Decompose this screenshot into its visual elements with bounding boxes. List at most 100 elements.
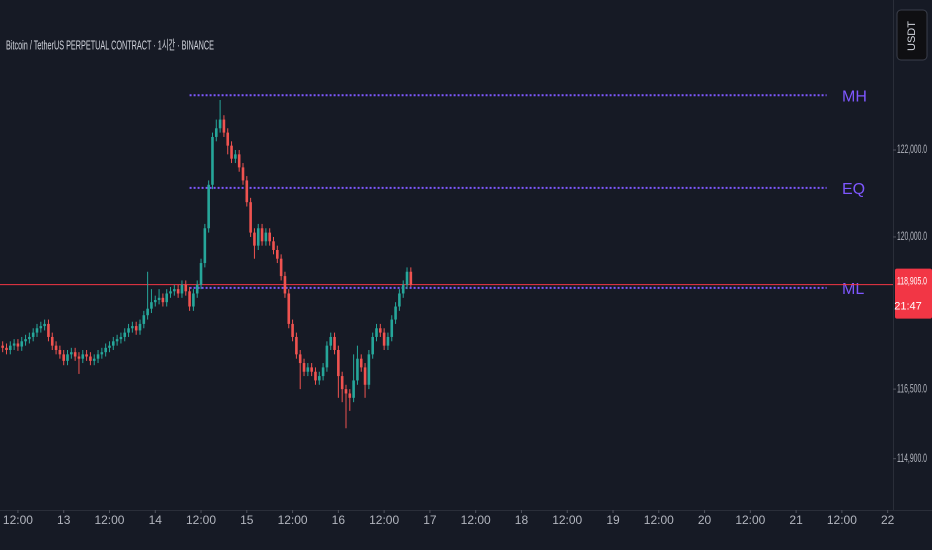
- candle-body: [329, 336, 333, 346]
- candle-body: [260, 228, 264, 242]
- candle-body: [104, 347, 107, 353]
- candle-body: [96, 354, 100, 359]
- candle-body: [256, 228, 260, 246]
- candle-body: [291, 323, 294, 337]
- candle-body: [359, 358, 363, 368]
- candle-body: [184, 284, 188, 292]
- candle-body: [226, 132, 230, 146]
- candle-body: [43, 323, 46, 327]
- level-label: ML: [842, 281, 864, 298]
- candle-body: [115, 339, 119, 342]
- x-tick-label: 12:00: [461, 513, 491, 527]
- x-tick-label: 22: [881, 513, 895, 527]
- currency-button[interactable]: [896, 9, 928, 61]
- candle-body: [394, 306, 397, 320]
- candle-body: [398, 293, 401, 307]
- x-tick-label: 12:00: [369, 513, 399, 527]
- candle-body: [77, 356, 81, 359]
- candle-body: [382, 332, 386, 346]
- candle-body: [272, 241, 275, 250]
- candle-body: [70, 352, 73, 355]
- candle-body: [222, 119, 226, 133]
- candle-body: [134, 326, 138, 331]
- candle-body: [253, 232, 256, 246]
- candle-body: [123, 332, 127, 337]
- candle-body: [58, 350, 62, 355]
- candle-body: [390, 319, 394, 337]
- candle-body: [207, 184, 210, 229]
- candle-body: [409, 271, 413, 285]
- candle-body: [234, 154, 237, 159]
- candle-body: [314, 371, 317, 381]
- y-tick-label: 116,500.0: [897, 381, 927, 395]
- x-tick-label: 12:00: [644, 513, 674, 527]
- candle-body: [287, 293, 291, 324]
- candle-body: [81, 354, 85, 359]
- candle-body: [245, 180, 249, 203]
- candle-body: [5, 347, 8, 350]
- candle-body: [12, 343, 16, 346]
- currency-label[interactable]: USDT: [906, 21, 918, 51]
- candle-body: [367, 354, 371, 385]
- candle-body: [310, 367, 313, 372]
- candle-body: [39, 326, 43, 329]
- candle-body: [321, 367, 325, 377]
- x-tick-label: 12:00: [735, 513, 765, 527]
- candle-body: [241, 167, 245, 181]
- candle-body: [218, 119, 222, 129]
- candle-body: [1, 345, 4, 348]
- candle-body: [92, 358, 96, 361]
- candle-body: [405, 271, 409, 285]
- candle-body: [28, 336, 31, 340]
- candle-body: [142, 315, 146, 324]
- candle-body: [85, 354, 88, 357]
- level-label: MH: [842, 88, 867, 105]
- y-tick-label: 114,900.0: [897, 451, 927, 465]
- candle-body: [214, 128, 218, 137]
- candle-body: [188, 291, 191, 307]
- candle-body: [317, 376, 321, 381]
- candle-body: [195, 284, 199, 294]
- candle-body: [150, 302, 153, 309]
- candle-body: [375, 328, 378, 337]
- y-tick-label: 122,000.0: [897, 142, 927, 156]
- candle-body: [54, 345, 58, 350]
- candle-body: [24, 339, 27, 342]
- candle-body: [283, 276, 287, 294]
- candle-body: [100, 352, 104, 355]
- candle-body: [173, 289, 176, 292]
- candle-body: [20, 341, 24, 347]
- candle-body: [268, 232, 271, 242]
- candle-body: [211, 136, 214, 185]
- candle-body: [111, 341, 115, 346]
- x-tick-label: 18: [515, 513, 529, 527]
- candle-body: [295, 336, 298, 355]
- candle-body: [146, 308, 149, 316]
- x-tick-label: 12:00: [186, 513, 216, 527]
- x-tick-label: 12:00: [552, 513, 582, 527]
- candle-body: [161, 297, 165, 303]
- x-tick-label: 19: [606, 513, 620, 527]
- x-tick-label: 12:00: [3, 513, 33, 527]
- x-tick-label: 15: [240, 513, 254, 527]
- candle-body: [298, 354, 302, 364]
- candle-body: [203, 228, 207, 264]
- candle-body: [379, 328, 382, 333]
- candle-body: [89, 356, 92, 361]
- countdown-label: 21:47: [894, 300, 922, 312]
- candle-body: [108, 345, 111, 348]
- candle-body: [348, 393, 352, 398]
- x-tick-label: 12:00: [827, 513, 857, 527]
- plot-area: MH EQ ML: [0, 88, 893, 429]
- x-tick-label: 14: [149, 513, 163, 527]
- candle-body: [62, 354, 66, 361]
- x-tick-label: 12:00: [278, 513, 308, 527]
- candle-body: [325, 345, 329, 368]
- candle-body: [176, 289, 180, 294]
- candle-body: [279, 258, 283, 277]
- candle-body: [16, 343, 20, 347]
- candle-body: [356, 358, 359, 381]
- y-tick-label: 120,000.0: [897, 229, 927, 243]
